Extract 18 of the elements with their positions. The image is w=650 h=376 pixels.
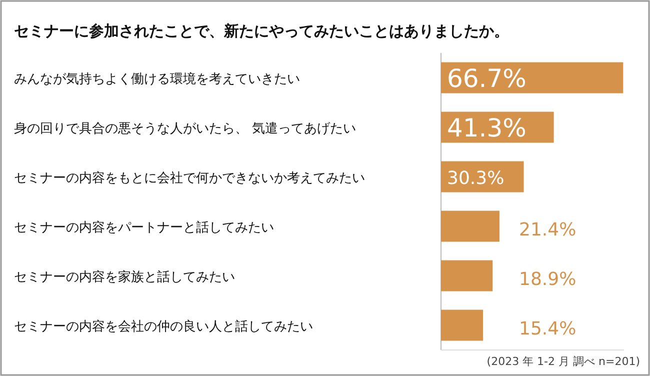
text: セミナーに参加されたことで、新たにやってみたいことはありましたか。 xyxy=(14,22,509,40)
data-label: 41.3% xyxy=(447,113,526,142)
data-label: 21.4% xyxy=(519,219,576,240)
y-tick-label: セミナーの内容をもとに会社で何かできないか考えてみたい xyxy=(14,170,365,186)
bar xyxy=(441,210,500,242)
y-tick-label: 身の回りで具合の悪そうな人がいたら、 気遣ってあげたい xyxy=(14,121,356,136)
bar xyxy=(441,310,484,341)
y-tick-label: セミナーの内容を会社の仲の良い人と話してみたい xyxy=(14,318,313,334)
data-label: 30.3% xyxy=(447,168,504,189)
text: (2023 年 1-2 月 調べ n=201) xyxy=(486,355,640,368)
bar xyxy=(441,62,624,94)
data-label: 18.9% xyxy=(519,268,576,290)
y-tick-label: セミナーの内容をパートナーと話してみたい xyxy=(14,219,274,236)
data-label: 66.7% xyxy=(447,64,526,93)
y-tick-label: セミナーの内容を家族と話してみたい xyxy=(14,268,235,285)
y-tick-label: みんなが気持ちよく働ける環境を考えていきたい xyxy=(14,70,300,87)
bar xyxy=(441,260,493,292)
data-label: 15.4% xyxy=(519,318,576,340)
